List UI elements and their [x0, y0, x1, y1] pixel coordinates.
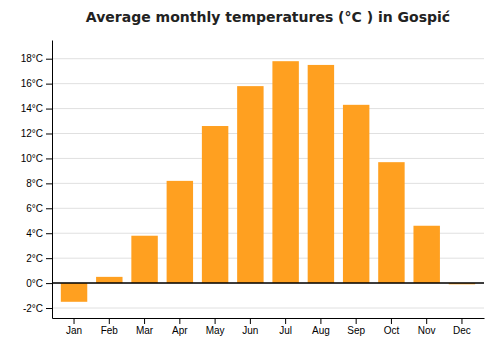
x-tick: Sep — [347, 318, 365, 336]
y-tick-mark — [46, 308, 52, 309]
bar — [61, 283, 87, 302]
y-tick: 6°C — [26, 203, 52, 214]
grid-line — [52, 183, 484, 184]
y-tick: 12°C — [21, 128, 52, 139]
x-tick-label: Mar — [136, 325, 154, 336]
y-tick-mark — [46, 208, 52, 209]
grid-line — [52, 208, 484, 209]
bar — [96, 277, 122, 283]
x-tick-mark — [320, 318, 321, 324]
x-tick: Aug — [312, 318, 330, 336]
plot: -2°C 0°C 2°C 4°C 6°C 8°C 10°C 12°C 14°C 16°C 18°C J… — [21, 41, 485, 337]
x-tick-mark — [179, 318, 180, 324]
y-tick: -2°C — [23, 303, 52, 314]
y-tick-label: 4°C — [26, 228, 43, 239]
y-tick: 16°C — [21, 78, 52, 89]
y-tick-label: 2°C — [26, 253, 43, 264]
grid — [52, 59, 484, 308]
y-axis: -2°C 0°C 2°C 4°C 6°C 8°C 10°C 12°C 14°C 16°C 18°C — [21, 41, 53, 319]
x-tick-mark — [391, 318, 392, 324]
y-tick-label: 6°C — [26, 203, 43, 214]
x-tick: Nov — [418, 318, 436, 336]
x-tick-mark — [356, 318, 357, 324]
x-tick: Apr — [172, 318, 188, 336]
bar — [308, 65, 334, 283]
x-tick-mark — [215, 318, 216, 324]
y-tick: 10°C — [21, 153, 52, 164]
x-tick: Jan — [66, 318, 82, 336]
bar — [131, 236, 157, 283]
x-tick-mark — [74, 318, 75, 324]
grid-line — [52, 83, 484, 84]
x-tick: Jul — [279, 318, 292, 336]
x-tick: May — [206, 318, 225, 336]
y-tick-mark — [46, 133, 52, 134]
x-tick-mark — [144, 318, 145, 324]
y-tick-label: 8°C — [26, 178, 43, 189]
x-tick-mark — [461, 318, 462, 324]
grid-line — [52, 133, 484, 134]
y-tick-mark — [46, 283, 52, 284]
y-tick-mark — [46, 158, 52, 159]
x-axis-line — [53, 318, 485, 319]
title: Average monthly temperatures (°C ) in Go… — [86, 9, 450, 25]
x-tick-mark — [109, 318, 110, 324]
grid-line — [52, 283, 484, 284]
x-tick: Mar — [136, 318, 154, 336]
grid-line — [52, 308, 484, 309]
x-tick-label: Sep — [347, 325, 365, 336]
y-tick-label: 0°C — [26, 278, 43, 289]
bar — [272, 61, 298, 283]
x-tick-mark — [285, 318, 286, 324]
x-tick-mark — [250, 318, 251, 324]
x-tick-mark — [426, 318, 427, 324]
y-tick-mark — [46, 183, 52, 184]
y-tick-mark — [46, 109, 52, 110]
x-tick-label: Jul — [279, 325, 292, 336]
bar — [343, 105, 369, 283]
y-tick-mark — [46, 59, 52, 60]
bar — [413, 226, 439, 283]
bars — [52, 61, 484, 302]
bar — [237, 86, 263, 283]
grid-line — [52, 108, 484, 109]
grid-line — [52, 158, 484, 159]
y-tick-label: 14°C — [21, 103, 43, 114]
x-tick-label: Oct — [384, 325, 400, 336]
y-tick: 4°C — [26, 228, 52, 239]
x-tick-label: Nov — [418, 325, 436, 336]
x-tick-label: Aug — [312, 325, 330, 336]
y-tick: 0°C — [26, 278, 52, 289]
x-tick-label: May — [206, 325, 225, 336]
x-tick-label: Dec — [453, 325, 471, 336]
x-tick: Dec — [453, 318, 471, 336]
zero-line — [52, 282, 484, 284]
x-tick: Oct — [384, 318, 400, 336]
bar — [202, 126, 228, 283]
y-tick: 8°C — [26, 178, 52, 189]
y-axis-line — [52, 41, 53, 319]
y-tick-label: 12°C — [21, 128, 43, 139]
y-tick-label: -2°C — [23, 303, 43, 314]
y-tick: 18°C — [21, 53, 52, 64]
chart: -2°C 0°C 2°C 4°C 6°C 8°C 10°C 12°C 14°C 16°C 18°C J… — [0, 0, 500, 350]
x-tick: Jun — [242, 318, 258, 336]
grid-line — [52, 58, 484, 59]
x-tick-label: Jun — [242, 325, 258, 336]
x-axis: Jan Feb Mar Apr May Jun Jul Aug Sep Oct Nov Dec — [53, 318, 485, 336]
x-tick: Feb — [101, 318, 119, 336]
x-tick-label: Jan — [66, 325, 82, 336]
y-tick-label: 16°C — [21, 78, 43, 89]
y-tick: 2°C — [26, 253, 52, 264]
x-tick-label: Apr — [172, 325, 188, 336]
y-tick: 14°C — [21, 103, 52, 114]
bar — [378, 162, 404, 283]
y-tick-mark — [46, 84, 52, 85]
x-tick-label: Feb — [101, 325, 119, 336]
y-tick-mark — [46, 258, 52, 259]
y-tick-mark — [46, 233, 52, 234]
y-tick-label: 10°C — [21, 153, 43, 164]
bar — [167, 181, 193, 283]
y-tick-label: 18°C — [21, 53, 43, 64]
